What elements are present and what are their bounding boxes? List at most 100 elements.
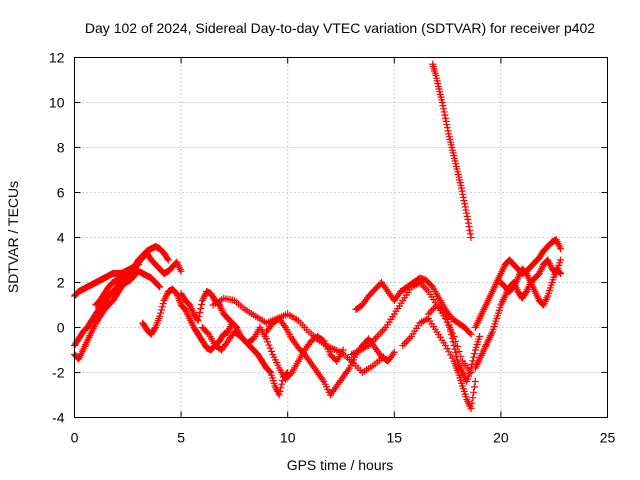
data-point-dense [430,305,438,313]
data-point-dense [195,313,203,321]
data-point-dense [466,230,474,238]
data-point-dense [452,349,460,357]
data-point-dense [463,209,471,217]
data-point [373,333,381,340]
data-point [461,200,469,208]
data-point-dense [172,289,180,297]
series-sat-n [429,60,475,241]
series-sat-d [92,249,185,309]
data-point-dense [428,306,436,314]
data-point [399,342,407,349]
data-point-dense [470,353,478,361]
x-tick-label: 10 [280,430,296,446]
data-point-dense [163,255,171,263]
axis-ticks [74,57,608,418]
data-point [476,333,484,340]
y-tick-label: -2 [52,365,65,381]
data-point-dense [198,301,206,309]
data-point-dense [453,356,461,364]
series-sat-m [424,301,484,385]
y-axis-title: SDTVAR / TECUs [5,181,21,293]
data-point-dense [439,102,447,110]
data-point-dense [447,327,455,335]
x-axis-title: GPS time / hours [287,457,394,473]
data-point-dense [380,325,388,333]
data-point-dense [266,368,274,376]
plot-frame [74,57,608,418]
x-tick-label: 25 [600,430,616,446]
data-point-dense [414,279,422,287]
data-point-dense [378,327,386,335]
series-sat-a [71,243,172,349]
data-point-dense [470,383,478,391]
data-point [464,216,472,223]
y-tick-label: -4 [52,410,65,426]
data-point-dense [466,329,474,337]
data-point-dense [266,344,274,352]
data-point-dense [445,348,453,356]
data-point-dense [459,193,467,201]
y-tick-label: 8 [57,140,65,156]
y-tick-label: 12 [49,50,65,66]
data-point-dense [287,370,295,378]
data-point-dense [443,121,451,129]
data-point-dense [451,345,459,353]
data-point [467,405,475,412]
series-sat-f [177,288,292,399]
data-point-dense [159,300,167,308]
data-point-dense [448,354,456,362]
data-point-dense [423,286,431,294]
data-point-dense [441,111,449,119]
data-point-dense [277,384,285,392]
data-point [424,310,432,318]
data-point [156,312,164,320]
y-tick-label: 4 [57,230,65,246]
data-point-dense [375,331,383,339]
data-point-dense [447,351,455,359]
y-tick-label: 10 [49,95,65,111]
series-sat-b [71,261,142,300]
data-point [275,391,283,399]
y-tick-label: 2 [57,275,65,291]
x-tick-label: 20 [493,430,509,446]
data-point-dense [464,219,472,227]
data-point-dense [469,357,477,365]
series-sat-p [471,256,565,372]
series-sat-i [262,315,398,399]
data-point-dense [267,347,275,355]
data-point [194,317,202,325]
data-point-dense [448,334,456,342]
data-point [156,283,164,291]
data-point [438,99,446,106]
data-point-dense [444,127,452,135]
data-point-dense [462,206,470,214]
tick-labels: 0 5 10 15 20 25 -4 -2 0 2 4 6 8 10 12 [49,50,616,446]
data-point [557,245,565,253]
data-point-dense [470,388,478,396]
data-point-dense [158,303,166,311]
data-point [467,330,475,338]
data-point-dense [465,223,473,231]
data-point [441,114,449,122]
x-tick-label: 0 [71,430,79,446]
data-point [441,342,449,349]
data-point [262,335,270,343]
x-tick-label: 5 [177,430,185,446]
data-point-dense [406,334,414,342]
data-point-dense [265,341,273,349]
data-point-dense [461,203,469,211]
data-point-dense [196,309,204,317]
data-point-dense [453,352,461,360]
data-point-dense [427,282,435,290]
series-sat-g [198,324,347,383]
data-point-dense [440,105,448,113]
data-point-dense [151,325,159,333]
data-point-dense [404,336,412,344]
data-point-dense [468,399,476,407]
data-point [557,256,565,264]
data-point-dense [463,212,471,220]
series-sat-q [497,265,565,309]
series-sat-e [139,285,236,354]
data-point-dense [447,331,455,339]
data-points [71,60,565,412]
